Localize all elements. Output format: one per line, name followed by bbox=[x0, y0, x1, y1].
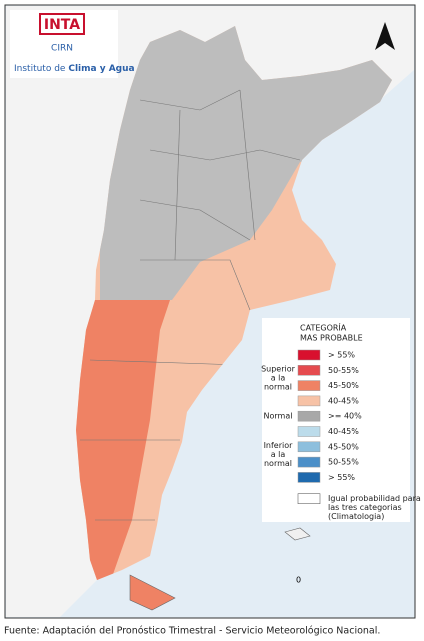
legend-group-label: Superior bbox=[261, 364, 296, 373]
legend-swatch bbox=[297, 426, 321, 437]
legend-equal-label: las tres categorias bbox=[328, 503, 402, 512]
logo: INTA CIRN Instituto de Clima y Agua bbox=[10, 10, 135, 78]
region-45-50 bbox=[76, 300, 170, 580]
logo-institute: Instituto de Clima y Agua bbox=[14, 64, 135, 74]
logo-name: INTA bbox=[44, 17, 80, 33]
neighbor-land bbox=[6, 6, 414, 617]
legend-label: >= 40% bbox=[328, 412, 362, 421]
legend-title: MAS PROBABLE bbox=[300, 334, 363, 343]
legend-swatch bbox=[297, 365, 321, 376]
legend-group-label: a la bbox=[271, 450, 286, 459]
legend-label: > 55% bbox=[328, 351, 355, 360]
legend-group-label: a la bbox=[271, 373, 286, 382]
legend-label: > 55% bbox=[328, 473, 355, 482]
legend-label: 40-45% bbox=[328, 396, 359, 405]
legend-label: 50-55% bbox=[328, 366, 359, 375]
legend-swatch bbox=[297, 456, 321, 468]
legend-group-label: Normal bbox=[264, 412, 293, 421]
legend-title: CATEGORÍA bbox=[300, 322, 347, 333]
tierra-del-fuego bbox=[129, 574, 176, 611]
legend-group-label: Inferior bbox=[264, 441, 294, 450]
legend-swatch bbox=[297, 441, 321, 453]
legend-label: 45-50% bbox=[328, 442, 359, 451]
province-borders bbox=[80, 89, 301, 521]
institute-name: Clima y Agua bbox=[68, 64, 134, 74]
legend-label: 45-50% bbox=[328, 381, 359, 390]
islands bbox=[284, 527, 311, 541]
map-mark: 0 bbox=[296, 576, 301, 585]
legend-label: 40-45% bbox=[328, 427, 359, 436]
logo-badge bbox=[39, 13, 85, 35]
legend-box bbox=[262, 318, 410, 522]
logo-sub: CIRN bbox=[51, 44, 73, 54]
legend-swatch bbox=[297, 349, 321, 361]
footer: Fuente: Adaptación del Pronóstico Trimes… bbox=[4, 626, 380, 637]
legend-group-label: normal bbox=[264, 459, 292, 468]
legend-swatch bbox=[297, 493, 321, 505]
legend-swatch bbox=[297, 395, 321, 407]
legend-equal-label: (Climatologia) bbox=[328, 512, 384, 521]
region-normal bbox=[100, 26, 392, 300]
legend-label: 50-55% bbox=[328, 458, 359, 467]
institute-prefix: Instituto de bbox=[14, 64, 66, 74]
legend-group-label: normal bbox=[264, 382, 292, 391]
legend-equal-label: Igual probabilidad para bbox=[328, 494, 421, 503]
legend-swatch bbox=[297, 472, 321, 483]
legend-swatch bbox=[297, 410, 321, 422]
north-arrow bbox=[375, 22, 395, 50]
legend-swatch bbox=[297, 380, 321, 391]
